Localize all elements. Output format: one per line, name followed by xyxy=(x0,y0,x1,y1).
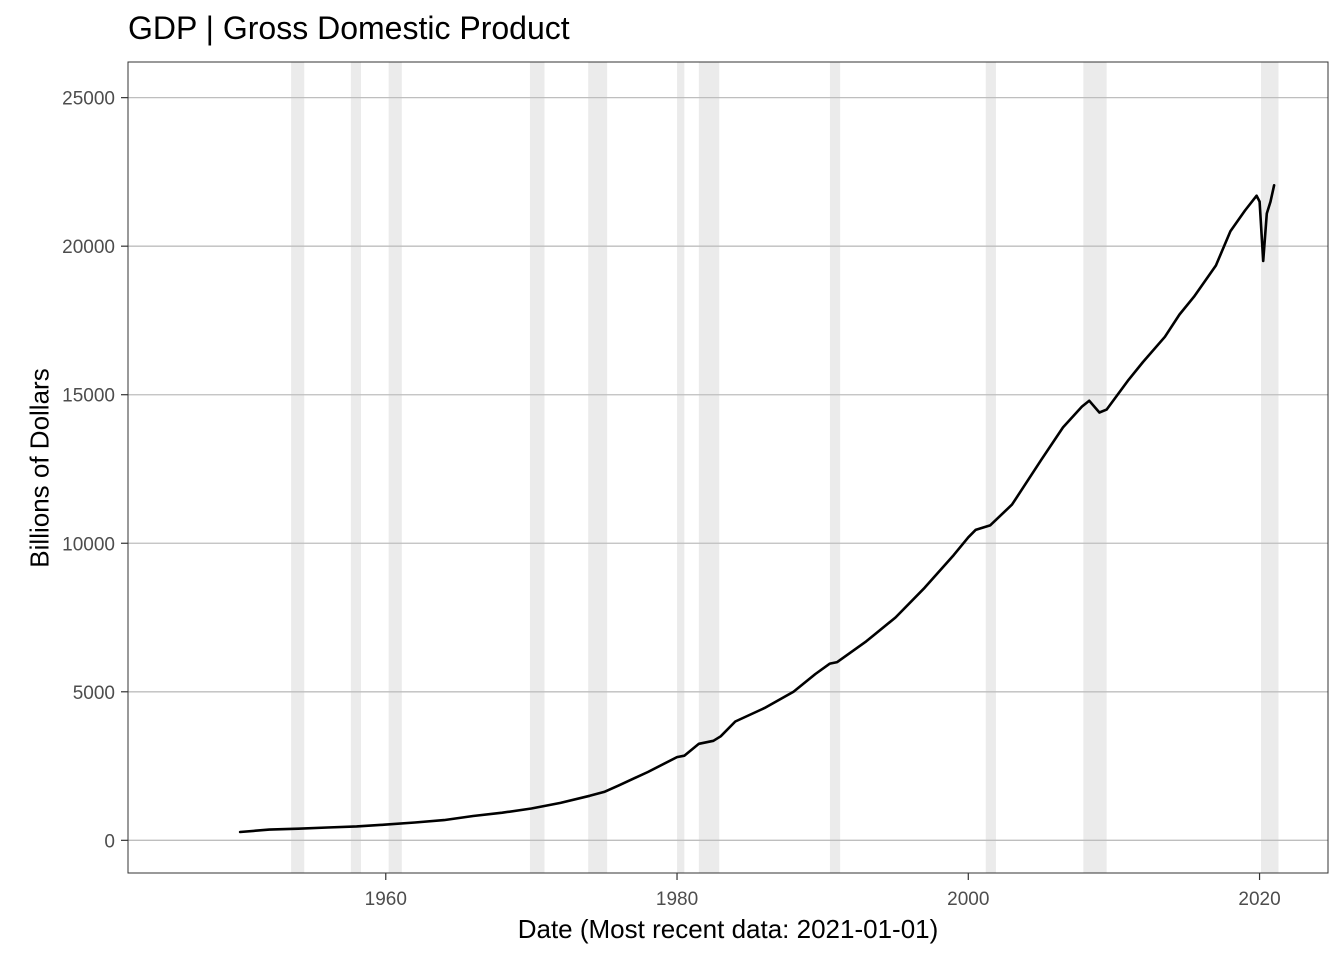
y-tick-label: 15000 xyxy=(62,386,115,407)
y-tick-label: 5000 xyxy=(73,683,115,704)
plot-background xyxy=(128,62,1328,873)
y-tick-label: 25000 xyxy=(62,89,115,110)
gridlines xyxy=(128,96,1328,841)
recession-band xyxy=(291,62,305,873)
y-axis-label: Billions of Dollars xyxy=(24,368,55,568)
series-line-layer xyxy=(238,184,1276,834)
gdp-series-line xyxy=(238,184,1276,834)
recession-band xyxy=(529,62,545,873)
y-tick-label: 0 xyxy=(104,831,115,852)
x-tick-label: 2020 xyxy=(1238,889,1280,910)
y-tick-label: 20000 xyxy=(62,237,115,258)
x-tick-label: 1980 xyxy=(656,889,698,910)
y-tick-label: 10000 xyxy=(62,534,115,555)
recession-shading xyxy=(291,62,1279,873)
x-tick-label: 1960 xyxy=(365,889,407,910)
x-tick-label: 2000 xyxy=(947,889,989,910)
chart-title: GDP | Gross Domestic Product xyxy=(128,10,570,46)
y-axis-ticks: 0 5000 10000 15000 20000 25000 xyxy=(62,89,128,852)
x-axis-ticks: 1960 1980 2000 2020 xyxy=(365,873,1281,910)
recession-band xyxy=(1261,62,1279,873)
plot-frame xyxy=(127,61,1329,874)
recession-band xyxy=(698,62,720,873)
x-axis-label: Date (Most recent data: 2021-01-01) xyxy=(517,914,939,944)
recession-band xyxy=(388,62,402,873)
recession-band xyxy=(350,62,362,873)
recession-band xyxy=(1083,62,1107,873)
plot-border xyxy=(127,61,1329,874)
recession-band xyxy=(985,62,996,873)
recession-band xyxy=(588,62,608,873)
recession-band xyxy=(829,62,841,873)
plot-area xyxy=(128,62,1328,873)
recession-band xyxy=(677,62,685,873)
